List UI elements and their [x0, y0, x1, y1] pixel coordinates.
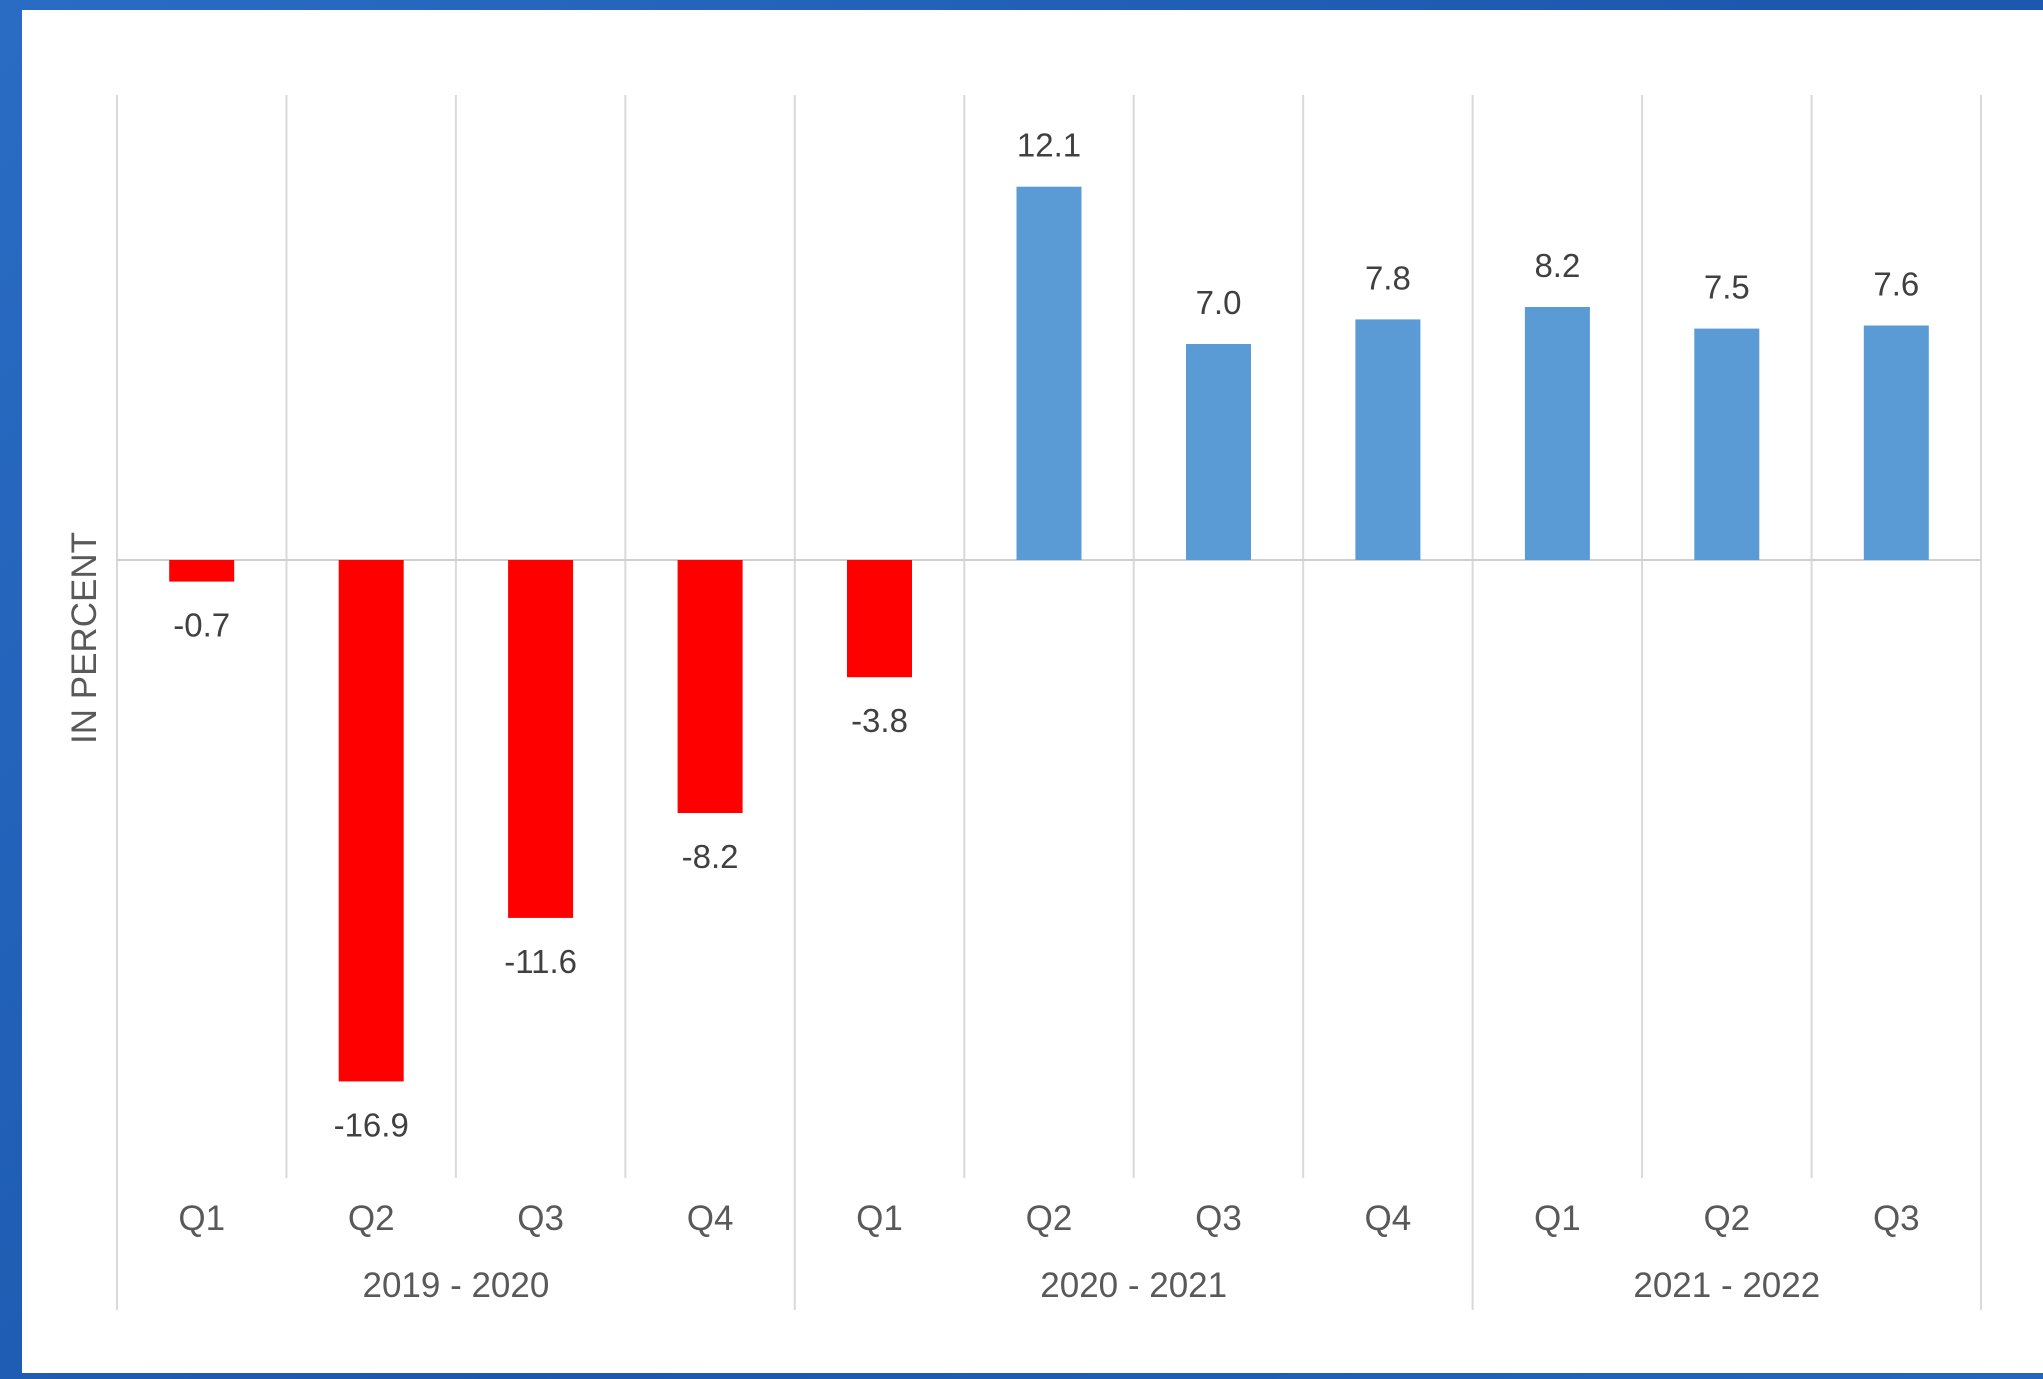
data-label: -0.7 — [173, 607, 230, 644]
x-tick-label: Q2 — [348, 1199, 395, 1238]
x-axis-group-labels: 2019 - 2020 2020 - 2021 2021 - 2022 — [362, 1266, 1820, 1305]
data-label: 7.5 — [1704, 269, 1750, 306]
x-tick-label: Q3 — [517, 1199, 564, 1238]
data-label: 8.2 — [1534, 247, 1580, 284]
x-tick-label: Q4 — [1365, 1199, 1412, 1238]
data-label: -16.9 — [334, 1106, 409, 1143]
x-tick-label: Q2 — [1026, 1199, 1073, 1238]
bar — [1016, 186, 1082, 560]
bar — [508, 560, 574, 918]
data-labels: -0.7 -16.9 -11.6 -8.2 -3.8 12.1 7.0 7.8 8.2 7.5 7.… — [173, 127, 1919, 1144]
data-label: -8.2 — [682, 838, 739, 875]
x-group-label: 2019 - 2020 — [362, 1266, 549, 1305]
bar — [169, 560, 235, 582]
data-label: -3.8 — [851, 702, 908, 739]
data-label: 7.8 — [1365, 259, 1411, 296]
x-tick-label: Q3 — [1873, 1199, 1920, 1238]
x-tick-label: Q2 — [1703, 1199, 1750, 1238]
x-tick-label: Q4 — [687, 1199, 734, 1238]
x-tick-label: Q1 — [856, 1199, 903, 1238]
bar — [677, 560, 743, 813]
bar — [847, 560, 912, 678]
data-label: 7.0 — [1196, 284, 1242, 321]
bar — [1863, 325, 1929, 560]
bar — [1694, 328, 1760, 560]
bar — [338, 560, 404, 1082]
bars — [169, 186, 1929, 1082]
data-label: 7.6 — [1873, 266, 1919, 303]
gridlines — [116, 95, 1982, 1310]
data-label: -11.6 — [504, 943, 577, 980]
x-axis-tick-labels: Q1 Q2 Q3 Q4 Q1 Q2 Q3 Q4 Q1 Q2 Q3 — [178, 1199, 1919, 1238]
bar — [1524, 307, 1590, 560]
x-tick-label: Q1 — [1534, 1199, 1581, 1238]
x-tick-label: Q1 — [178, 1199, 225, 1238]
bar — [1355, 319, 1421, 560]
x-tick-label: Q3 — [1195, 1199, 1242, 1238]
y-axis-label: IN PERCENT — [65, 532, 104, 744]
data-label: 12.1 — [1017, 127, 1081, 164]
x-group-label: 2021 - 2022 — [1633, 1266, 1820, 1305]
bar — [1186, 344, 1251, 560]
x-group-label: 2020 - 2021 — [1040, 1266, 1227, 1305]
